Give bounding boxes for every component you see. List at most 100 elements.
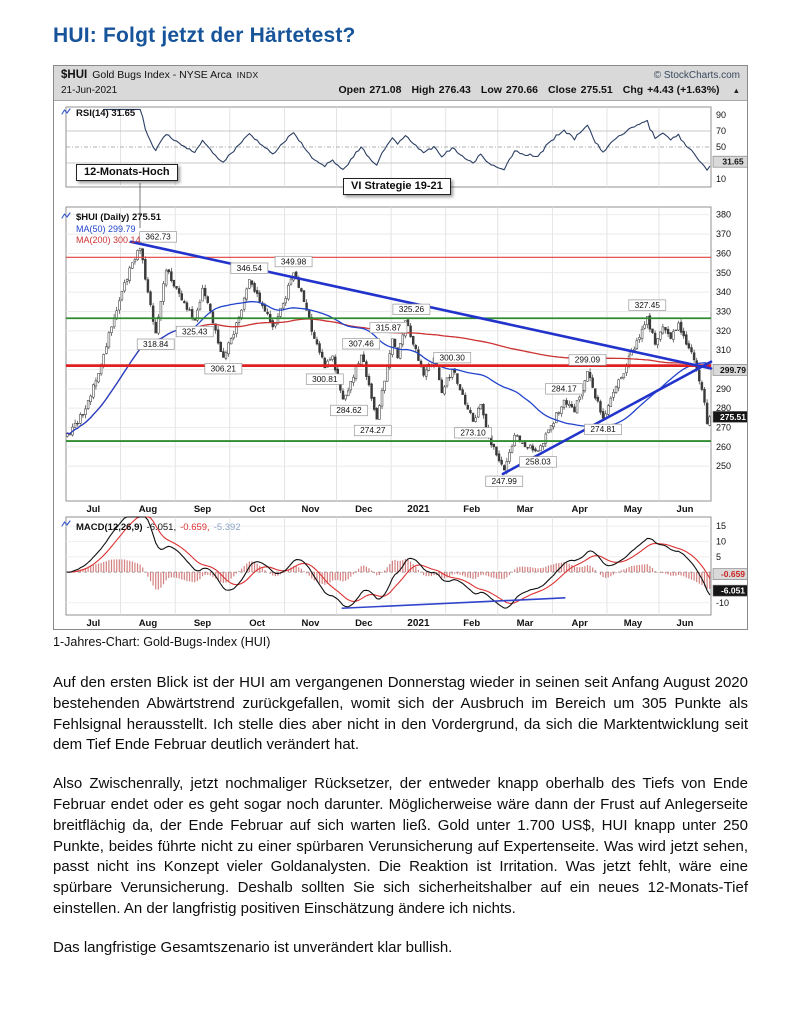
macd-line (66, 516, 711, 609)
svg-text:325.26: 325.26 (399, 304, 425, 314)
chart-ohlc-row: Open 271.08 High 276.43 Low 270.66 Close 275… (332, 83, 719, 97)
svg-text:346.54: 346.54 (237, 263, 263, 273)
svg-text:349.98: 349.98 (281, 256, 307, 266)
svg-text:274.27: 274.27 (360, 425, 386, 435)
rsi-axis-label: 90 (716, 110, 726, 120)
pivot-price-label (230, 262, 269, 274)
chart-caption: 1-Jahres-Chart: Gold-Bugs-Index (HUI) (53, 635, 271, 649)
pivot-price-label (545, 383, 583, 395)
chart-canvas: 3803703603503403303203103002902802702602… (54, 101, 747, 629)
axis-value-tag (712, 568, 747, 580)
ohlc-low-label: Low (480, 84, 502, 96)
month-label: Mar (517, 504, 534, 515)
svg-text:306.21: 306.21 (211, 363, 237, 373)
price-axis-label: 370 (716, 229, 731, 239)
pivot-price-label (136, 338, 175, 350)
price-axis-label: 330 (716, 306, 731, 316)
ma50-label: MA(50) 299.79 (76, 224, 136, 234)
svg-text:-0.659: -0.659 (721, 569, 745, 579)
indicator-chart-icon (61, 212, 71, 219)
svg-text:273.10: 273.10 (460, 428, 486, 438)
pivot-price-label (274, 255, 313, 268)
month-label: Sep (194, 618, 212, 629)
macd-histogram (69, 558, 711, 590)
chart-date: 21-Jun-2021 (61, 85, 118, 96)
paragraph-1: Auf den ersten Blick ist der HUI am verg… (53, 674, 748, 754)
macd-axis-label: 15 (716, 521, 726, 531)
pivot-price-label (392, 303, 431, 315)
annotation-12-monats-hoch: 12-Monats-Hoch (76, 164, 178, 181)
svg-text:299.09: 299.09 (575, 355, 601, 365)
price-panel (65, 206, 712, 502)
price-axis-label: 270 (716, 423, 731, 433)
axis-value-tag (712, 155, 747, 168)
month-label: Apr (571, 504, 588, 515)
chart-instrument-type: INDX (236, 70, 259, 80)
month-label: 2021 (407, 618, 430, 629)
ohlc-chg-label: Chg (622, 84, 644, 96)
svg-text:300.81: 300.81 (312, 374, 338, 384)
trendline (501, 360, 713, 476)
price-panel-label: $HUI (Daily) 275.51 (76, 212, 162, 223)
svg-text:300.30: 300.30 (440, 352, 466, 362)
price-axis-label: 250 (716, 461, 731, 471)
pivot-price-label (342, 338, 381, 350)
paragraph-2: Also Zwischenrally, jetzt nochmaliger Rü… (53, 775, 748, 917)
price-axis-label: 340 (716, 287, 731, 297)
rsi-axis-label: 70 (716, 126, 726, 136)
pivot-price-label (485, 475, 524, 487)
ma200-label: MA(200) 300.14 (76, 235, 141, 245)
svg-text:315.87: 315.87 (376, 322, 402, 332)
month-label: Feb (463, 618, 480, 629)
svg-text:307.46: 307.46 (348, 339, 374, 349)
chart-credit: © StockCharts.com (653, 70, 740, 81)
axis-value-tag (712, 584, 747, 597)
chart-symbol: $HUI (61, 69, 88, 81)
pivot-price-label (519, 456, 557, 468)
macd-panel (65, 516, 712, 616)
svg-text:247.99: 247.99 (492, 476, 518, 486)
macd-label: MACD(12,26,9) -6.051, -0.659, -5.392 (76, 522, 241, 533)
svg-text:31.65: 31.65 (722, 157, 744, 167)
svg-text:284.17: 284.17 (551, 384, 577, 394)
pivot-price-label (568, 354, 607, 366)
svg-text:299.79: 299.79 (720, 365, 746, 375)
month-label: Sep (194, 504, 212, 515)
rsi-line (103, 108, 711, 171)
price-axis-label: 310 (716, 345, 731, 355)
month-label: Nov (301, 504, 320, 515)
svg-text:284.62: 284.62 (336, 405, 362, 415)
month-label: 2021 (407, 504, 430, 515)
chart-arrow-icon: ▲ (732, 85, 740, 95)
chart-instrument-name: Gold Bugs Index - NYSE Arca (92, 69, 232, 81)
pivot-price-label (175, 325, 214, 338)
axis-value-tag (712, 411, 747, 423)
pivot-price-label (454, 427, 492, 439)
svg-text:274.81: 274.81 (590, 424, 616, 434)
ohlc-close-value: 275.51 (580, 84, 613, 96)
rsi-label: RSI(14) 31.65 (76, 108, 136, 119)
rsi-axis-label: 50 (716, 142, 726, 152)
svg-text:327.45: 327.45 (635, 300, 661, 310)
month-label: May (624, 504, 643, 515)
month-label: Jun (677, 504, 694, 515)
pivot-price-label (433, 352, 472, 364)
pivot-price-label (139, 231, 177, 243)
price-axis-label: 260 (716, 442, 731, 452)
month-label: Oct (249, 504, 266, 515)
ohlc-chg-value: +4.43 (+1.63%) (647, 84, 720, 96)
candlesticks (66, 247, 711, 475)
svg-text:-6.051: -6.051 (721, 586, 745, 596)
macd-trendline (341, 597, 566, 610)
pivot-price-label (369, 321, 408, 334)
ohlc-high-label: High (411, 84, 435, 96)
macd-signal-line (66, 516, 711, 604)
svg-text:325.43: 325.43 (182, 326, 208, 336)
svg-text:275.51: 275.51 (720, 412, 746, 422)
month-label: Aug (139, 504, 158, 515)
month-label: Jul (86, 618, 100, 629)
month-label: Jun (677, 618, 694, 629)
svg-text:258.03: 258.03 (525, 457, 551, 467)
ohlc-low-value: 270.66 (505, 84, 539, 96)
month-label: Apr (571, 618, 588, 629)
